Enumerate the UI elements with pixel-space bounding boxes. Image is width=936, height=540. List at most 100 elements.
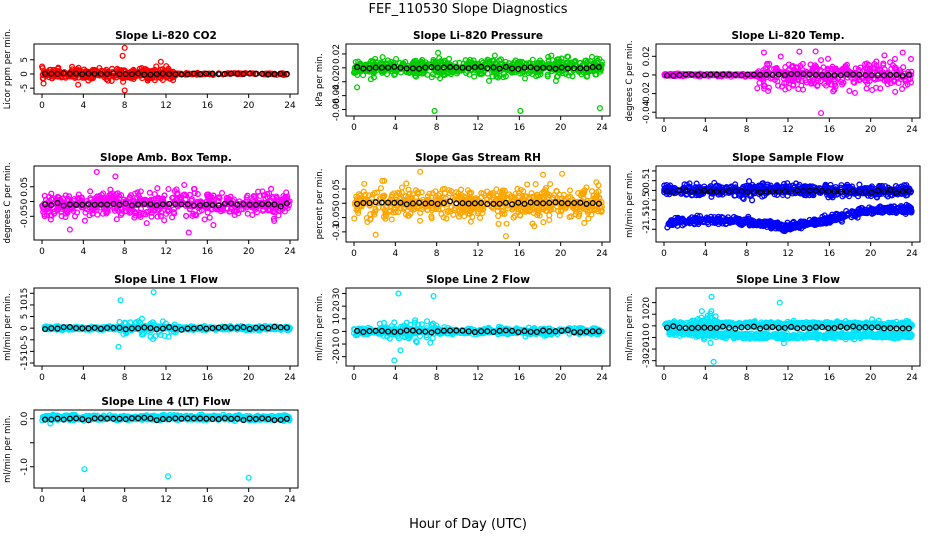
x-tick-label: 20 xyxy=(555,123,567,133)
data-point xyxy=(64,209,71,216)
data-point xyxy=(899,188,906,195)
data-point xyxy=(759,72,766,79)
data-point xyxy=(143,220,150,227)
data-point xyxy=(413,70,420,77)
y-tick-label: -0.05 xyxy=(332,206,342,229)
data-point xyxy=(240,201,247,208)
data-point xyxy=(484,65,491,72)
panel-title: Slope Sample Flow xyxy=(732,152,844,164)
data-point xyxy=(231,211,238,219)
data-point xyxy=(895,184,902,191)
data-point xyxy=(559,170,566,177)
data-point xyxy=(818,110,825,117)
data-point xyxy=(788,70,795,78)
data-point xyxy=(874,72,881,79)
data-point xyxy=(595,200,602,207)
data-point xyxy=(240,70,247,77)
data-point xyxy=(215,194,222,201)
data-point xyxy=(157,58,164,65)
data-point xyxy=(581,219,588,226)
data-point xyxy=(404,212,411,219)
data-point xyxy=(531,199,538,206)
data-point xyxy=(122,70,129,78)
data-point xyxy=(695,188,702,195)
data-point xyxy=(97,70,104,77)
data-point xyxy=(899,49,906,56)
data-point xyxy=(126,209,133,216)
data-point xyxy=(122,197,129,205)
data-point xyxy=(443,215,450,222)
data-point xyxy=(792,224,799,231)
data-point xyxy=(466,190,474,198)
data-point xyxy=(790,218,797,225)
data-point xyxy=(826,77,834,84)
data-point xyxy=(555,207,562,215)
data-point xyxy=(159,70,166,77)
data-point xyxy=(153,71,160,78)
data-point xyxy=(165,185,172,193)
data-point xyxy=(546,64,553,72)
data-point xyxy=(403,201,410,208)
data-point xyxy=(549,65,556,72)
data-point xyxy=(800,70,807,78)
plot-area xyxy=(661,48,915,117)
data-point xyxy=(524,181,531,188)
data-point xyxy=(593,206,600,213)
data-point xyxy=(704,216,712,223)
data-point xyxy=(819,187,826,195)
data-point xyxy=(139,197,147,204)
data-point xyxy=(171,210,178,217)
data-point xyxy=(532,181,539,188)
data-point xyxy=(888,207,895,215)
data-point xyxy=(542,184,549,192)
data-point xyxy=(265,201,272,208)
data-point xyxy=(119,52,126,59)
data-point xyxy=(584,207,591,214)
data-point xyxy=(887,186,894,193)
data-point xyxy=(71,213,79,220)
data-point xyxy=(426,190,433,197)
data-point xyxy=(185,229,192,236)
data-point xyxy=(558,208,565,215)
data-point xyxy=(757,189,764,196)
data-point xyxy=(403,65,410,72)
data-point xyxy=(744,188,751,196)
data-point xyxy=(379,54,386,61)
data-point xyxy=(79,201,86,208)
data-point xyxy=(537,60,544,67)
data-point xyxy=(404,194,412,201)
data-point xyxy=(365,62,372,69)
data-point xyxy=(558,199,565,207)
data-point xyxy=(788,224,795,231)
data-point xyxy=(714,215,721,222)
data-point xyxy=(788,188,795,195)
data-point xyxy=(517,212,524,219)
data-point xyxy=(377,185,385,192)
data-point xyxy=(428,64,435,71)
data-point xyxy=(566,187,574,194)
data-point xyxy=(434,64,441,71)
data-point xyxy=(876,66,883,73)
data-point xyxy=(378,64,385,71)
data-point xyxy=(218,189,226,197)
data-point xyxy=(453,64,460,71)
data-point xyxy=(679,186,686,193)
data-point xyxy=(817,57,825,64)
x-tick-label: 8 xyxy=(434,249,440,259)
x-tick-label: 12 xyxy=(160,247,171,257)
data-point xyxy=(874,66,881,73)
data-point xyxy=(60,202,67,209)
data-point xyxy=(837,188,844,195)
data-point xyxy=(208,194,215,201)
data-point xyxy=(862,188,869,195)
y-tick-label: 1 xyxy=(642,168,652,174)
data-point xyxy=(398,184,406,191)
data-point xyxy=(510,214,517,221)
data-point xyxy=(234,70,241,77)
data-point xyxy=(887,71,894,78)
data-point xyxy=(678,218,685,225)
data-point xyxy=(558,55,565,62)
data-point xyxy=(259,70,266,77)
y-tick-label: 0 xyxy=(20,198,30,204)
data-point xyxy=(81,217,88,224)
